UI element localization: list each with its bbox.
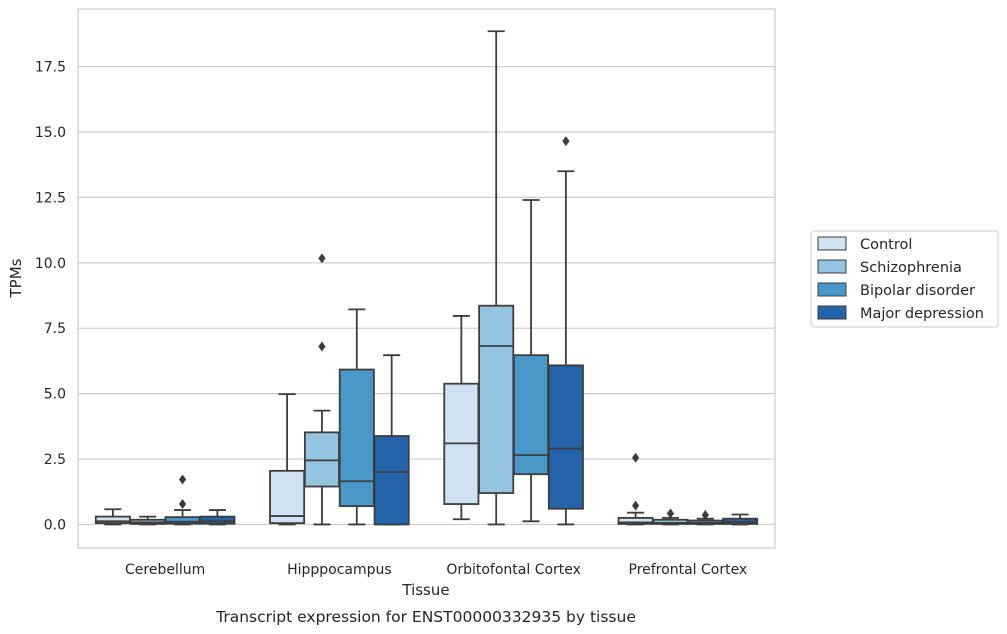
y-tick-label: 12.5 [35, 190, 66, 206]
outlier-point [318, 253, 326, 264]
y-tick-label: 7.5 [44, 321, 66, 337]
y-tick-label: 2.5 [44, 452, 66, 468]
box-body [373, 435, 410, 526]
box [547, 136, 584, 526]
box [513, 199, 550, 523]
outlier-point [632, 500, 640, 511]
x-tick-label: Hipppocampus [287, 562, 392, 578]
box [269, 393, 306, 526]
legend: Control Schizophrenia Bipolar disorder Majo… [810, 230, 999, 328]
legend-label: Control [860, 237, 912, 253]
y-tick-label: 0.0 [44, 517, 66, 533]
y-tick-label: 10.0 [35, 256, 66, 272]
y-tick-labels: 0.0 2.5 5.0 7.5 10.0 12.5 15.0 17.5 [35, 60, 66, 534]
box-body [513, 354, 550, 476]
series-bipolar-disorder [164, 199, 724, 526]
legend-swatch [817, 305, 847, 320]
legend-label: Major depression [860, 306, 984, 322]
y-tick-label: 15.0 [35, 125, 66, 141]
outlier-point [666, 508, 675, 519]
box [687, 510, 724, 526]
x-tick-label: Cerebellum [125, 562, 205, 578]
legend-swatch [817, 282, 847, 297]
series-schizophrenia [129, 30, 689, 526]
outlier-point [178, 499, 187, 510]
box-body [338, 368, 375, 508]
box [652, 508, 689, 526]
gridlines [78, 65, 775, 526]
box [373, 354, 410, 526]
box-body [478, 304, 515, 494]
legend-frame [810, 230, 999, 328]
box [303, 253, 340, 526]
legend-items: Control Schizophrenia Bipolar disorder Majo… [817, 236, 984, 322]
y-axis-label: TPMs [7, 258, 25, 298]
box [478, 30, 515, 526]
x-tick-label: Prefrontal Cortex [629, 562, 748, 578]
plot-frame [77, 8, 776, 549]
box-body [199, 515, 236, 525]
x-tick-labels: Cerebellum Hipppocampus Orbitofontal Corte… [125, 562, 747, 578]
x-axis-label: Tissue [401, 581, 449, 599]
plot-area [78, 9, 775, 548]
outlier-point [318, 341, 326, 352]
outlier-point [562, 136, 570, 147]
legend-label: Bipolar disorder [860, 283, 975, 299]
x-tick-label: Orbitofontal Cortex [446, 562, 581, 578]
legend-label: Schizophrenia [860, 260, 962, 276]
y-tick-label: 17.5 [35, 60, 66, 76]
series-control [94, 315, 654, 526]
outlier-point [178, 474, 187, 485]
legend-swatch [817, 259, 847, 274]
y-tick-label: 5.0 [44, 387, 66, 403]
box-series [94, 30, 759, 526]
series-major-depression [199, 136, 759, 526]
box [199, 509, 236, 526]
box-body [303, 431, 340, 488]
outlier-point [632, 452, 640, 463]
box-body [547, 364, 584, 510]
box-body [269, 469, 306, 525]
chart-caption: Transcript expression for ENST0000033293… [215, 608, 636, 626]
box [443, 315, 480, 521]
outlier-point [701, 510, 709, 521]
box [94, 508, 131, 526]
legend-swatch [817, 236, 847, 251]
box [722, 513, 759, 526]
